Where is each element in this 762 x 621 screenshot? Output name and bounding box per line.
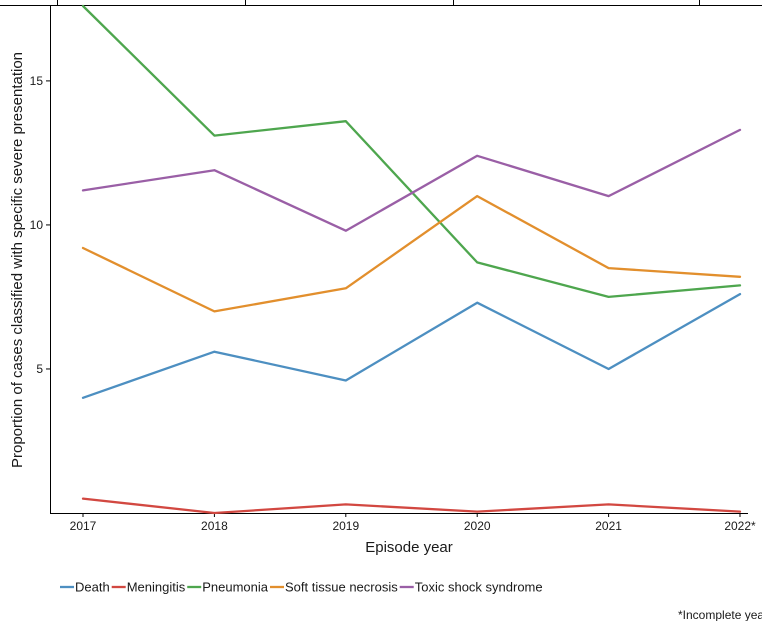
x-tick-label: 2017: [70, 519, 97, 533]
series-line-toxic-shock-syndrome: [81, 128, 742, 232]
legend-label-meningitis: Meningitis: [127, 580, 186, 595]
x-ticks: 2017 2018 2019 2020 2021 2022*: [70, 513, 756, 533]
axes: [50, 6, 748, 514]
series-line-death: [81, 292, 742, 399]
legend-label-toxic-shock-syndrome: Toxic shock syndrome: [415, 580, 543, 595]
legend-label-soft-tissue-necrosis: Soft tissue necrosis: [285, 580, 398, 595]
footnote: *Incomplete yea: [678, 608, 762, 621]
x-tick-label: 2018: [201, 519, 228, 533]
y-axis-title: Proportion of cases classified with spec…: [9, 52, 26, 468]
legend: Death Meningitis Pneumonia Soft tissue necr…: [60, 580, 543, 595]
series-line-meningitis: [81, 497, 742, 515]
x-tick-label: 2021: [595, 519, 622, 533]
top-border-strip: [0, 0, 762, 6]
y-ticks: 5 10 15: [30, 74, 50, 376]
legend-label-death: Death: [75, 580, 110, 595]
y-tick-label: 15: [30, 74, 44, 88]
series-line-pneumonia: [81, 4, 742, 299]
x-axis-title: Episode year: [365, 539, 453, 556]
x-tick-label: 2022*: [724, 519, 756, 533]
series-layer: [81, 4, 742, 515]
legend-label-pneumonia: Pneumonia: [202, 580, 269, 595]
x-tick-label: 2019: [332, 519, 359, 533]
x-tick-label: 2020: [464, 519, 491, 533]
y-tick-label: 10: [30, 218, 44, 232]
y-tick-label: 5: [36, 362, 43, 376]
series-line-soft-tissue-necrosis: [81, 194, 742, 313]
